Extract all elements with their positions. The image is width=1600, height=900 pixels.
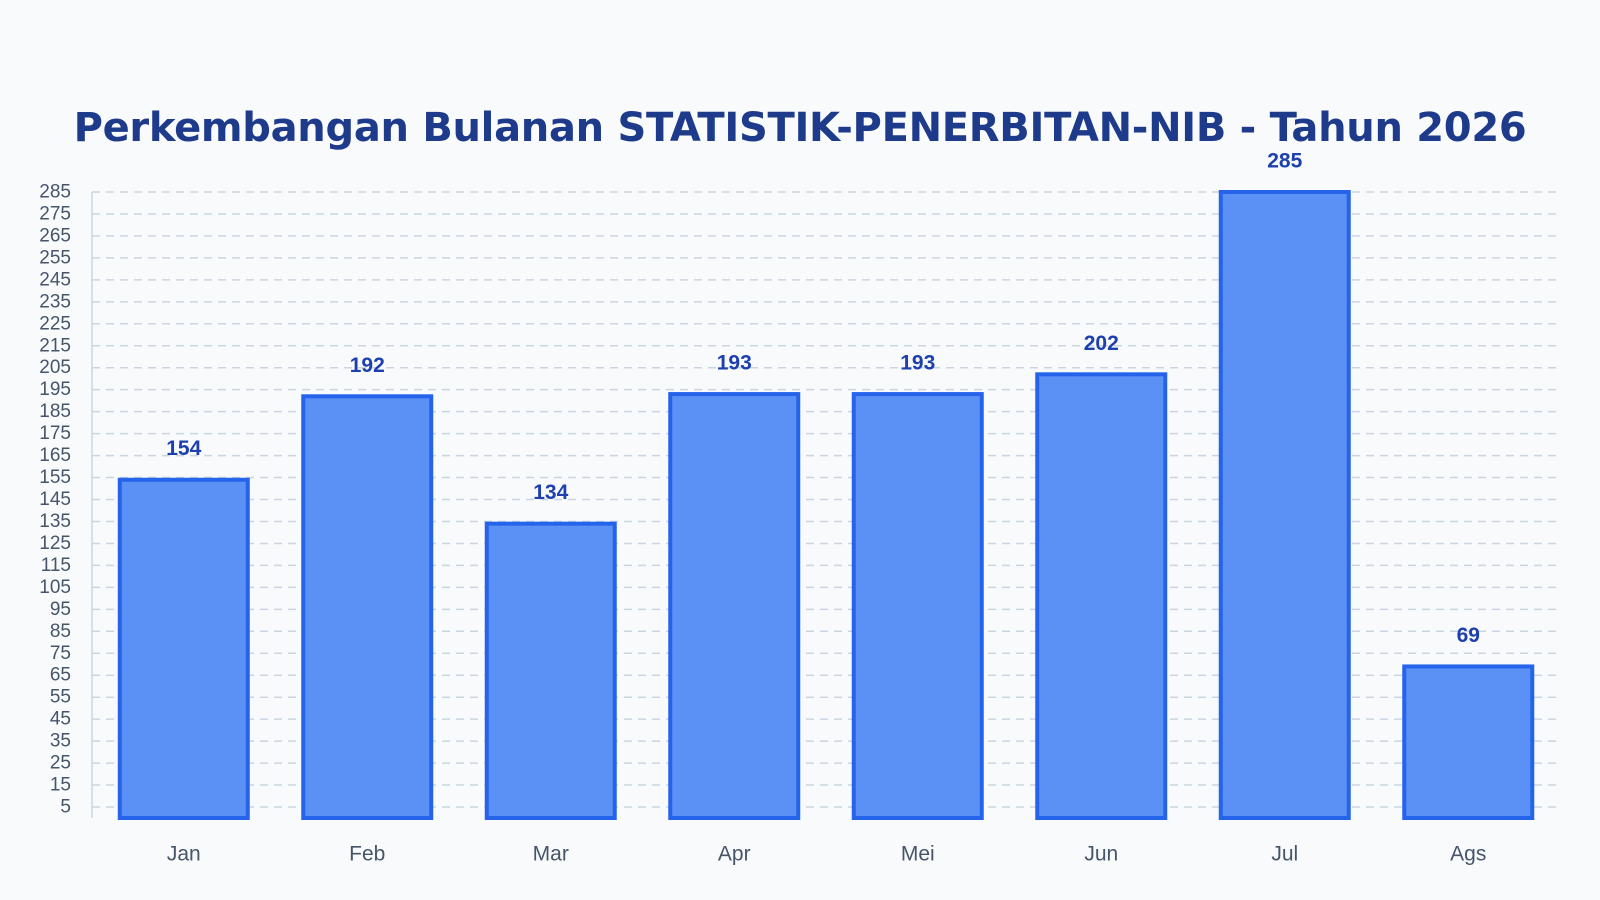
value-label-ags: 69 <box>1457 624 1480 647</box>
y-tick-label: 185 <box>39 401 71 422</box>
y-tick-label: 45 <box>50 709 71 730</box>
y-tick-label: 215 <box>39 335 71 356</box>
value-label-mar: 134 <box>533 481 568 504</box>
x-label-mei: Mei <box>901 843 935 866</box>
y-tick-label: 65 <box>50 665 71 686</box>
chart-title: Perkembangan Bulanan STATISTIK-PENERBITA… <box>73 105 1527 151</box>
y-tick-label: 265 <box>39 225 71 246</box>
value-label-jun: 202 <box>1084 332 1119 355</box>
y-tick-label: 195 <box>39 379 71 400</box>
value-label-mei: 193 <box>900 352 935 375</box>
value-label-jul: 285 <box>1267 150 1302 173</box>
y-tick-label: 275 <box>39 203 71 224</box>
y-tick-label: 55 <box>50 687 71 708</box>
x-axis-labels: Jan Feb Mar Apr Mei Jun Jul Ags <box>167 843 1487 866</box>
y-tick-label: 235 <box>39 291 71 312</box>
bar-ags <box>1402 664 1535 820</box>
y-tick-label: 115 <box>41 555 71 576</box>
y-tick-label: 95 <box>50 599 71 620</box>
x-label-feb: Feb <box>349 843 385 866</box>
x-label-jun: Jun <box>1084 843 1118 866</box>
bar-feb <box>301 394 434 820</box>
y-tick-label: 75 <box>50 643 71 664</box>
x-label-jan: Jan <box>167 843 201 866</box>
y-tick-label: 145 <box>39 489 71 510</box>
y-axis-ticks: 5152535455565758595105115125135145155165… <box>39 182 71 818</box>
y-tick-label: 155 <box>39 467 71 488</box>
y-tick-label: 225 <box>39 313 71 334</box>
y-tick-label: 175 <box>39 423 71 444</box>
y-tick-label: 285 <box>39 182 71 203</box>
y-tick-label: 25 <box>50 753 71 774</box>
y-tick-label: 15 <box>50 775 71 796</box>
bars <box>117 190 1535 820</box>
bar-jun <box>1035 372 1168 820</box>
value-labels: 154 192 134 193 193 202 285 69 <box>166 150 1480 647</box>
y-tick-label: 85 <box>50 621 71 642</box>
bar-apr <box>668 392 801 820</box>
y-tick-label: 5 <box>60 797 71 818</box>
x-label-ags: Ags <box>1450 843 1486 866</box>
x-label-jul: Jul <box>1271 843 1298 866</box>
y-tick-label: 165 <box>39 445 71 466</box>
y-tick-label: 105 <box>39 577 71 598</box>
y-tick-label: 255 <box>39 247 71 268</box>
y-tick-label: 205 <box>39 357 71 378</box>
bar-mar <box>484 521 617 820</box>
y-tick-label: 135 <box>39 511 71 532</box>
y-tick-label: 125 <box>39 533 71 554</box>
bar-jan <box>117 477 250 820</box>
value-label-feb: 192 <box>350 354 385 377</box>
y-tick-label: 35 <box>50 731 71 752</box>
value-label-jan: 154 <box>166 437 201 460</box>
x-label-apr: Apr <box>718 843 751 866</box>
bar-mei <box>851 392 984 820</box>
value-label-apr: 193 <box>717 352 752 375</box>
y-tick-label: 245 <box>39 269 71 290</box>
bar-jul <box>1218 190 1351 820</box>
x-label-mar: Mar <box>533 843 569 866</box>
